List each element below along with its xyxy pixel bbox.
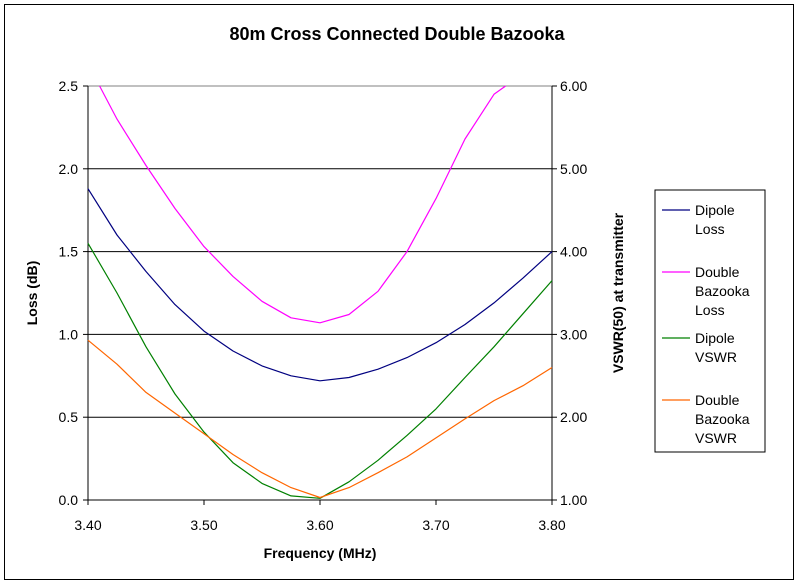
legend-label-2: Loss — [695, 302, 725, 318]
y-axis-label: Loss (dB) — [24, 261, 40, 326]
y2-tick-label: 3.00 — [560, 326, 587, 342]
series-line-2 — [99, 85, 506, 324]
legend-label-3: Dipole — [695, 330, 735, 346]
plot-area — [87, 85, 553, 501]
legend-label-4: VSWR — [695, 430, 737, 446]
legend: Dipole Loss Double Bazooka Loss Dipole VSWR Dou… — [662, 202, 750, 446]
y2-tick-label: 4.00 — [560, 244, 587, 260]
legend-label-2: Double — [695, 264, 740, 280]
y2-axis-label: VSWR(50) at transmitter — [610, 212, 626, 373]
legend-label-3: VSWR — [695, 349, 737, 365]
y-tick-label: 1.0 — [59, 326, 79, 342]
y-tick-label: 0.5 — [59, 409, 79, 425]
legend-label-2: Bazooka — [695, 283, 750, 299]
y2-tick-label: 2.00 — [560, 409, 587, 425]
y-tick-label: 1.5 — [59, 244, 79, 260]
y2-tick-label: 6.00 — [560, 78, 587, 94]
series-line-3 — [87, 242, 553, 499]
y-tick-label: 2.0 — [59, 161, 79, 177]
gridlines — [88, 85, 552, 418]
series-group — [87, 85, 553, 499]
x-tick-label: 3.50 — [190, 517, 217, 533]
y-tick-label: 2.5 — [59, 78, 79, 94]
y-tick-label: 0.0 — [59, 492, 79, 508]
y2-tick-label: 5.00 — [560, 161, 587, 177]
series-line-1 — [87, 188, 553, 382]
y2-tick-label: 1.00 — [560, 492, 587, 508]
x-axis-label: Frequency (MHz) — [264, 545, 377, 561]
tick-group: 0.0 0.5 1.0 1.5 2.0 2.5 1.00 2.00 3.00 4.00 5.00 6.… — [59, 78, 588, 533]
legend-label-4: Double — [695, 392, 740, 408]
series-line-4 — [87, 339, 553, 499]
x-tick-label: 3.80 — [538, 517, 565, 533]
legend-box — [654, 189, 766, 453]
legend-label-1: Dipole — [695, 202, 735, 218]
legend-label-1: Loss — [695, 221, 725, 237]
legend-label-4: Bazooka — [695, 411, 750, 427]
x-tick-label: 3.60 — [306, 517, 333, 533]
chart-title: 80m Cross Connected Double Bazooka — [229, 24, 565, 44]
x-tick-label: 3.40 — [74, 517, 101, 533]
x-tick-label: 3.70 — [422, 517, 449, 533]
